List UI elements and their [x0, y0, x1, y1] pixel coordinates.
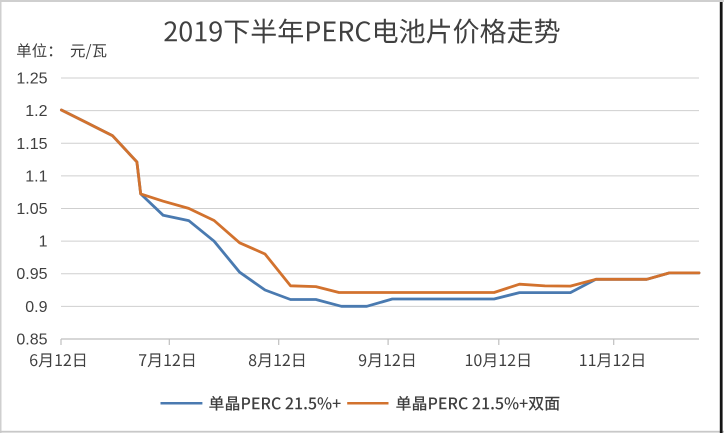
svg-text:1.1: 1.1 — [25, 168, 47, 185]
svg-text:1.05: 1.05 — [16, 201, 47, 218]
svg-text:1.25: 1.25 — [16, 71, 47, 88]
svg-text:1.15: 1.15 — [16, 136, 47, 153]
svg-text:1.2: 1.2 — [25, 103, 47, 120]
svg-text:1: 1 — [39, 234, 48, 251]
svg-text:0.85: 0.85 — [16, 332, 47, 349]
svg-text:0.95: 0.95 — [16, 266, 47, 283]
svg-text:0.9: 0.9 — [25, 299, 47, 316]
